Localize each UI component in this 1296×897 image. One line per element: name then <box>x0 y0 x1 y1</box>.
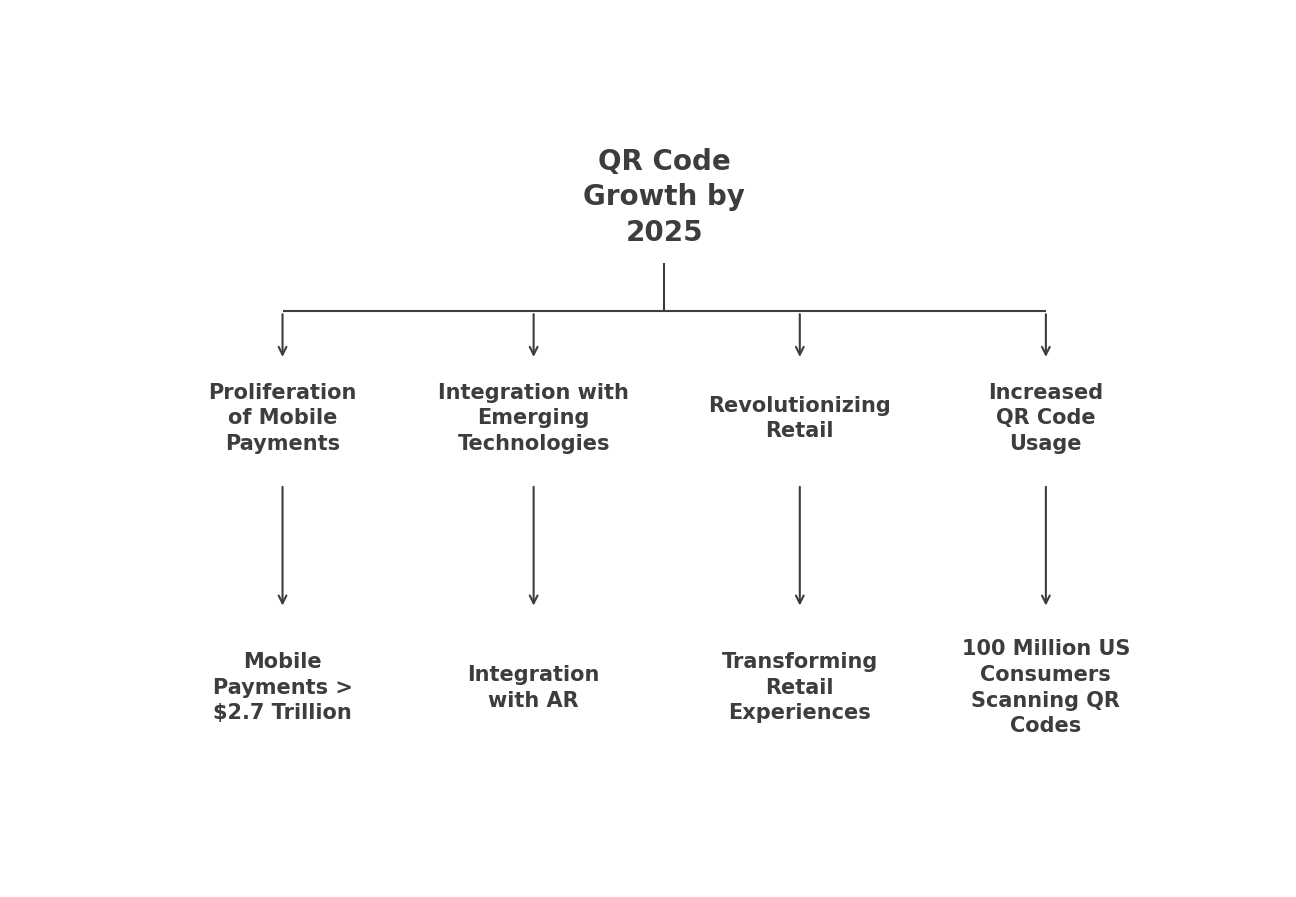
Text: Transforming
Retail
Experiences: Transforming Retail Experiences <box>722 652 877 723</box>
Text: QR Code
Growth by
2025: QR Code Growth by 2025 <box>583 148 745 248</box>
Text: Mobile
Payments >
$2.7 Trillion: Mobile Payments > $2.7 Trillion <box>213 652 353 723</box>
Text: Integration
with AR: Integration with AR <box>468 665 600 710</box>
Text: Integration with
Emerging
Technologies: Integration with Emerging Technologies <box>438 383 629 454</box>
Text: Increased
QR Code
Usage: Increased QR Code Usage <box>989 383 1103 454</box>
Text: Revolutionizing
Retail: Revolutionizing Retail <box>709 396 892 441</box>
Text: 100 Million US
Consumers
Scanning QR
Codes: 100 Million US Consumers Scanning QR Cod… <box>962 640 1130 736</box>
Text: Proliferation
of Mobile
Payments: Proliferation of Mobile Payments <box>209 383 356 454</box>
